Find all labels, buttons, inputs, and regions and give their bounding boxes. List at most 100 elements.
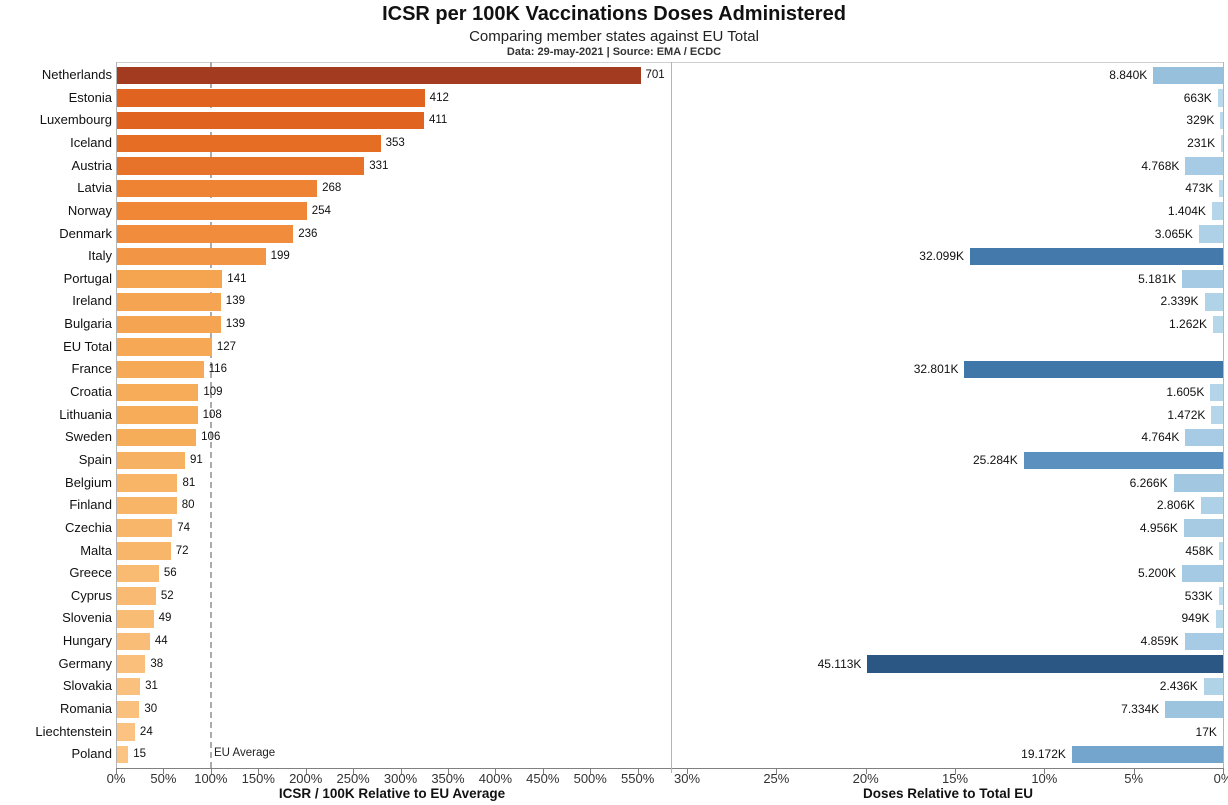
country-label: Germany	[58, 655, 112, 671]
right-axis-tick	[776, 769, 778, 774]
right-axis-tick-label: 10%	[1031, 771, 1058, 786]
doses-value-label: 473K	[1185, 181, 1214, 196]
icsr-bar	[117, 632, 150, 651]
icsr-bar	[117, 315, 221, 334]
right-axis-tick-label: 0%	[1213, 771, 1228, 786]
icsr-value-label: 80	[181, 499, 195, 512]
icsr-bar	[117, 157, 365, 175]
doses-bar	[1219, 179, 1223, 198]
icsr-value-label: 139	[225, 295, 245, 308]
icsr-bar	[117, 270, 223, 288]
doses-bar	[1213, 315, 1223, 334]
doses-bar	[1198, 225, 1223, 243]
doses-bar	[1182, 270, 1223, 288]
doses-bar	[1217, 89, 1223, 107]
country-label: Austria	[71, 157, 112, 173]
doses-value-label: 4.956K	[1139, 520, 1178, 535]
icsr-value-label: 72	[175, 544, 189, 557]
eu-average-annotation: EU Average	[214, 747, 276, 759]
icsr-bar	[117, 474, 178, 492]
icsr-bar	[117, 519, 173, 537]
doses-value-label: 25.284K	[973, 452, 1018, 467]
country-label: Bulgaria	[64, 316, 112, 332]
icsr-bar	[117, 564, 159, 583]
doses-value-label: 7.334K	[1121, 702, 1160, 717]
country-label: Romania	[59, 701, 112, 717]
right-axis-tick	[955, 769, 956, 774]
doses-value-label: 4.859K	[1140, 634, 1179, 649]
left-axis-tick-label: 450%	[526, 771, 560, 786]
doses-bar	[1210, 383, 1223, 402]
icsr-bar	[117, 587, 156, 605]
icsr-value-label: 30	[144, 703, 158, 716]
doses-bar	[1165, 700, 1223, 719]
icsr-value-label: 141	[227, 272, 247, 285]
left-axis-tick	[637, 769, 639, 774]
doses-bar	[1173, 474, 1223, 492]
doses-bar	[1182, 564, 1223, 583]
icsr-bar	[117, 89, 425, 107]
icsr-value-label: 56	[163, 567, 177, 580]
country-label: Czechia	[65, 519, 112, 535]
chart-subtitle: Comparing member states against EU Total	[469, 28, 759, 45]
right-axis-tick	[1044, 769, 1046, 774]
right-axis-tick-label: 20%	[852, 771, 879, 786]
doses-value-label: 231K	[1187, 135, 1216, 150]
doses-value-label: 2.339K	[1160, 294, 1199, 309]
doses-bar	[1221, 134, 1223, 152]
doses-value-label: 458K	[1185, 543, 1214, 558]
icsr-bar	[117, 134, 381, 152]
left-axis-tick-label: 200%	[289, 771, 323, 786]
icsr-value-label: 116	[208, 363, 227, 376]
doses-value-label: 4.768K	[1141, 158, 1180, 173]
doses-value-label: 17K	[1195, 724, 1217, 739]
left-axis-tick	[542, 769, 544, 774]
chart-source-caption: Data: 29-may-2021 | Source: EMA / ECDC	[506, 46, 722, 58]
left-axis-tick-label: 350%	[431, 771, 465, 786]
icsr-bar	[117, 225, 294, 243]
doses-value-label: 6.266K	[1129, 475, 1168, 490]
doses-bar	[1184, 632, 1223, 651]
doses-bar	[1203, 677, 1223, 696]
doses-value-label: 8.840K	[1109, 68, 1148, 82]
doses-value-label: 5.181K	[1138, 271, 1177, 286]
country-label: Croatia	[70, 384, 112, 400]
left-axis-tick	[590, 769, 592, 774]
icsr-value-label: 38	[150, 657, 164, 670]
panel-separator	[671, 62, 672, 773]
icsr-bar	[117, 700, 140, 719]
left-axis-tick-label: 550%	[621, 771, 655, 786]
country-label: Italy	[88, 248, 112, 264]
left-panel-spine	[116, 62, 117, 768]
icsr-bar	[117, 677, 141, 696]
x-axis-line	[116, 768, 1224, 769]
icsr-bar	[117, 655, 146, 673]
country-label: Cyprus	[70, 587, 112, 603]
right-axis-tick-label: 15%	[941, 771, 969, 786]
icsr-value-label: 31	[145, 680, 158, 693]
country-label: Netherlands	[41, 67, 112, 82]
doses-value-label: 1.262K	[1169, 317, 1208, 332]
country-label: Portugal	[63, 270, 112, 286]
icsr-value-label: 109	[203, 386, 223, 399]
country-label: Slovakia	[62, 678, 112, 694]
icsr-value-label: 52	[160, 589, 174, 602]
icsr-bar	[117, 496, 177, 515]
left-axis-tick	[210, 769, 212, 774]
country-label: Malta	[80, 542, 112, 558]
doses-value-label: 329K	[1186, 113, 1215, 128]
icsr-value-label: 411	[428, 114, 448, 127]
icsr-bar	[117, 610, 154, 628]
country-label: Liechtenstein	[35, 723, 112, 739]
left-axis-tick	[163, 769, 165, 774]
icsr-bar	[117, 111, 424, 130]
icsr-value-label: 127	[216, 340, 237, 353]
country-label: Iceland	[70, 134, 112, 150]
doses-bar	[1023, 451, 1223, 470]
icsr-bar	[117, 428, 197, 447]
doses-value-label: 663K	[1183, 90, 1212, 105]
icsr-value-label: 353	[385, 136, 405, 149]
left-axis-tick-label: 50%	[150, 771, 177, 786]
left-axis-tick-label: 500%	[573, 771, 607, 786]
